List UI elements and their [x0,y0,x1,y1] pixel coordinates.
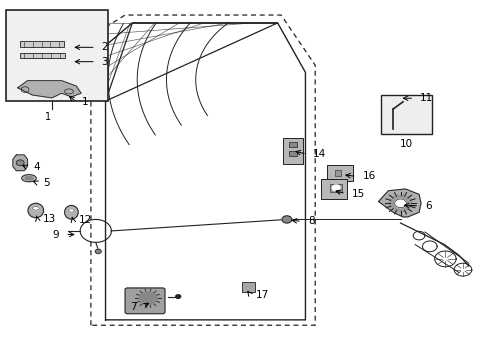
Text: 11: 11 [419,93,432,103]
Circle shape [175,295,180,298]
Bar [334,170,340,176]
FancyBboxPatch shape [20,41,63,47]
Circle shape [16,160,24,166]
FancyBboxPatch shape [20,53,64,58]
Text: 15: 15 [351,189,364,199]
Text: 2: 2 [102,42,108,52]
FancyBboxPatch shape [327,165,352,181]
FancyBboxPatch shape [5,10,108,101]
Polygon shape [18,81,81,98]
Text: 14: 14 [312,149,325,159]
Polygon shape [13,155,27,171]
Ellipse shape [25,176,33,180]
Text: 10: 10 [399,139,412,149]
Ellipse shape [64,206,78,219]
Text: 1: 1 [45,112,51,122]
Text: 5: 5 [43,178,50,188]
Circle shape [282,216,291,223]
Bar [289,142,297,147]
Circle shape [389,195,410,211]
Circle shape [331,185,339,191]
Text: 17: 17 [256,290,269,300]
Ellipse shape [21,175,36,182]
FancyBboxPatch shape [125,288,164,314]
Circle shape [394,199,406,208]
FancyBboxPatch shape [320,179,346,199]
Text: 1: 1 [82,97,88,107]
Ellipse shape [32,207,39,210]
FancyBboxPatch shape [380,95,431,134]
Text: 13: 13 [43,214,56,224]
Bar [330,184,341,192]
Text: 3: 3 [102,57,108,67]
Circle shape [139,292,157,305]
FancyBboxPatch shape [282,138,303,163]
Text: 6: 6 [424,201,430,211]
Text: 4: 4 [33,162,40,172]
Text: 12: 12 [79,215,92,225]
Text: 8: 8 [307,216,314,226]
Text: 9: 9 [53,230,59,239]
Bar [289,151,297,156]
FancyBboxPatch shape [241,282,255,292]
Ellipse shape [68,209,74,212]
Text: 7: 7 [130,302,137,312]
Ellipse shape [28,203,43,218]
Text: 16: 16 [362,171,375,181]
Polygon shape [378,189,420,217]
Circle shape [95,249,101,253]
